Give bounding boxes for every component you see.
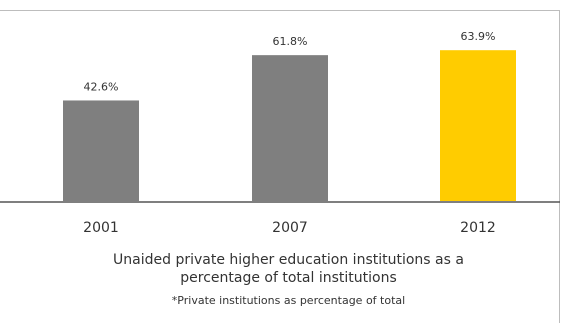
value-label-2001: 42.6%	[84, 80, 119, 93]
x-tick-label-2012: 2012	[460, 220, 496, 236]
footnote: *Private institutions as percentage of t…	[171, 294, 406, 307]
caption-line-2: percentage of total institutions	[180, 270, 397, 286]
value-label-2012: 63.9%	[461, 30, 496, 43]
x-tick-label-2001: 2001	[83, 220, 119, 236]
bar-2007	[252, 55, 328, 201]
bars-group	[63, 50, 516, 201]
caption-line-1: Unaided private higher education institu…	[113, 252, 464, 268]
x-tick-labels-group: 2001 2007 2012	[83, 220, 496, 236]
frame-top-border	[0, 10, 560, 11]
value-labels-group: 42.6% 61.8% 63.9%	[84, 30, 496, 93]
value-label-2007: 61.8%	[273, 35, 308, 48]
x-tick-label-2007: 2007	[272, 220, 308, 236]
bar-2012	[440, 50, 516, 201]
frame-right-border	[559, 10, 560, 323]
bar-2001	[63, 100, 139, 201]
